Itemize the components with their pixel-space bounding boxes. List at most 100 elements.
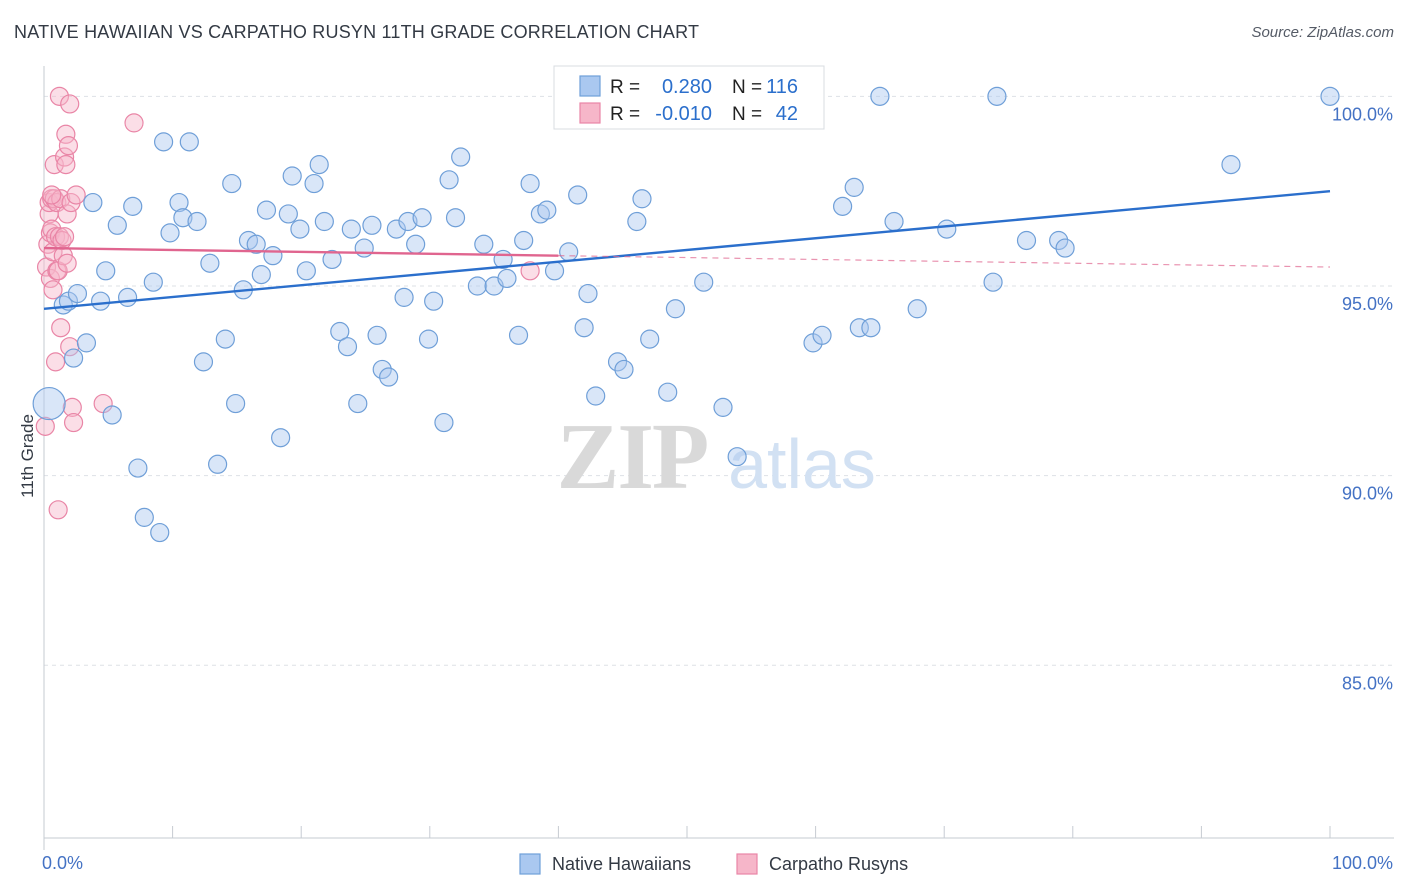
native-hawaiians-point xyxy=(123,196,143,216)
stats-n-label-blue: N = xyxy=(732,77,762,98)
watermark-atlas: atlas xyxy=(728,425,876,503)
native-hawaiians-point xyxy=(627,211,647,232)
native-hawaiians-point xyxy=(278,204,298,224)
carpatho-rusyns-point xyxy=(63,412,84,433)
native-hawaiians-point xyxy=(451,147,471,167)
native-hawaiians-point xyxy=(394,287,414,307)
native-hawaiians-point xyxy=(640,329,660,349)
series-legend: Native Hawaiians Carpatho Rusyns xyxy=(519,853,908,875)
native-hawaiians-point xyxy=(322,249,342,270)
native-hawaiians-point xyxy=(937,219,957,239)
native-hawaiians-point xyxy=(143,272,163,292)
native-hawaiians-point xyxy=(537,200,557,220)
carpatho-rusyns-point xyxy=(48,500,68,520)
native-hawaiians-point xyxy=(632,189,652,209)
stats-n-label-pink: N = xyxy=(732,104,762,125)
carpatho-rusyns-points xyxy=(35,86,540,520)
native-hawaiians-point xyxy=(63,348,84,368)
carpatho-rusyns-point xyxy=(62,397,82,417)
native-hawaiians-point xyxy=(467,276,487,296)
native-hawaiians-point xyxy=(514,230,534,251)
native-hawaiians-point xyxy=(296,261,316,281)
native-hawaiians-point xyxy=(173,208,193,228)
native-hawaiians-point xyxy=(849,318,869,338)
native-hawaiians-point xyxy=(578,283,598,304)
native-hawaiians-point xyxy=(348,393,368,414)
carpatho-rusyns-point xyxy=(56,155,76,175)
native-hawaiians-point xyxy=(208,454,228,474)
carpatho-rusyns-point xyxy=(35,416,55,436)
grid-lines xyxy=(44,95,1394,666)
native-hawaiians-point xyxy=(379,367,399,387)
native-hawaiians-point xyxy=(354,238,374,258)
native-hawaiians-point xyxy=(559,242,579,262)
native-hawaiians-point xyxy=(406,234,426,254)
y-tick-label: 95.0% xyxy=(1342,294,1393,314)
native-hawaiians-point xyxy=(1221,155,1241,175)
trend-lines xyxy=(43,189,1331,310)
native-hawaiians-point xyxy=(372,359,392,380)
trend-line-blue xyxy=(43,189,1331,310)
native-hawaiians-point xyxy=(439,170,459,190)
carpatho-rusyns-point xyxy=(54,227,75,247)
native-hawaiians-point xyxy=(117,287,138,307)
native-hawaiians-point xyxy=(412,208,432,228)
native-hawaiians-point xyxy=(263,246,283,266)
native-hawaiians-point xyxy=(53,295,73,315)
carpatho-rusyns-point xyxy=(520,261,540,281)
x-tick-label-max: 100.0% xyxy=(1332,853,1393,873)
trend-line-pink xyxy=(43,246,559,257)
carpatho-rusyns-point xyxy=(49,86,70,106)
native-hawaiians-point xyxy=(607,352,628,372)
stats-r-label-pink: R = xyxy=(610,104,640,125)
native-hawaiians-point xyxy=(128,458,148,478)
carpatho-rusyns-point xyxy=(56,124,76,144)
legend-swatch-carpatho-rusyns xyxy=(736,853,758,875)
tick-labels: 85.0% 90.0% 95.0% 100.0% 0.0% 100.0% xyxy=(42,104,1393,873)
stats-r-label-blue: R = xyxy=(610,77,640,98)
native-hawaiians-point xyxy=(179,132,199,152)
native-hawaiians-point xyxy=(614,359,634,380)
native-hawaiians-point xyxy=(713,397,733,417)
native-hawaiians-point xyxy=(434,412,454,433)
stats-r-value-blue: 0.280 xyxy=(662,76,712,98)
native-hawaiians-point xyxy=(497,268,517,289)
legend-label-native-hawaiians: Native Hawaiians xyxy=(552,854,691,874)
carpatho-rusyns-point xyxy=(45,352,66,372)
native-hawaiians-point xyxy=(658,382,678,402)
native-hawaiians-point xyxy=(282,166,302,186)
native-hawaiians-point xyxy=(474,234,494,254)
watermark-zip: ZIP xyxy=(557,405,708,509)
carpatho-rusyns-point xyxy=(43,280,63,300)
carpatho-rusyns-point xyxy=(57,253,77,273)
native-hawaiians-point xyxy=(833,196,853,216)
native-hawaiians-point xyxy=(200,253,220,273)
native-hawaiians-point xyxy=(386,219,406,239)
native-hawaiians-point xyxy=(983,272,1003,292)
native-hawaiians-points xyxy=(32,86,1340,543)
native-hawaiians-point xyxy=(83,192,103,213)
native-hawaiians-point xyxy=(32,386,66,421)
native-hawaiians-point xyxy=(160,223,180,243)
native-hawaiians-point xyxy=(153,132,174,152)
legend-label-carpatho-rusyns: Carpatho Rusyns xyxy=(769,854,908,874)
native-hawaiians-point xyxy=(398,211,418,232)
carpatho-rusyns-point xyxy=(51,318,71,338)
native-hawaiians-point xyxy=(424,291,444,311)
native-hawaiians-point xyxy=(187,211,207,232)
native-hawaiians-point xyxy=(271,428,291,448)
native-hawaiians-point xyxy=(907,299,927,319)
native-hawaiians-point xyxy=(362,215,382,235)
native-hawaiians-point xyxy=(861,318,881,338)
native-hawaiians-point xyxy=(215,329,235,349)
stats-legend: R = 0.280 N = 116 R = -0.010 N = 42 xyxy=(553,65,825,130)
native-hawaiians-point xyxy=(568,185,588,205)
native-hawaiians-point xyxy=(341,219,361,239)
native-hawaiians-point xyxy=(134,507,154,527)
carpatho-rusyns-point xyxy=(124,113,144,133)
chart-source: Source: ZipAtlas.com xyxy=(1251,24,1394,41)
native-hawaiians-point xyxy=(222,173,242,194)
native-hawaiians-point xyxy=(169,192,189,213)
native-hawaiians-point xyxy=(844,177,864,197)
